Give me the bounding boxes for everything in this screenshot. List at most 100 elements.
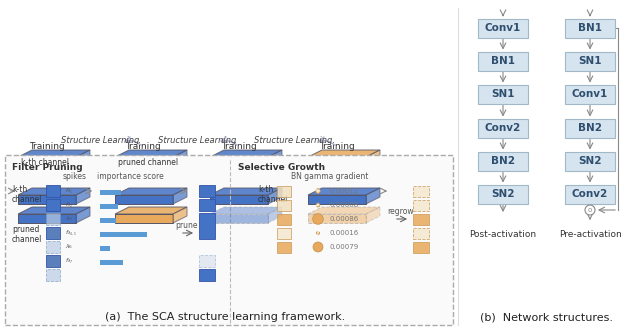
- Text: (a)  The SCA structure learning framework.: (a) The SCA structure learning framework…: [105, 312, 345, 322]
- FancyBboxPatch shape: [478, 51, 528, 71]
- Polygon shape: [76, 150, 90, 166]
- Text: Training: Training: [125, 142, 161, 151]
- FancyBboxPatch shape: [199, 185, 215, 197]
- FancyBboxPatch shape: [413, 242, 429, 253]
- FancyBboxPatch shape: [5, 155, 453, 325]
- Polygon shape: [18, 188, 90, 195]
- Polygon shape: [308, 157, 366, 166]
- Text: Filter Pruning: Filter Pruning: [12, 163, 83, 172]
- FancyBboxPatch shape: [100, 190, 121, 195]
- Text: Pre-activation: Pre-activation: [559, 230, 621, 239]
- Polygon shape: [76, 207, 90, 223]
- Polygon shape: [115, 214, 173, 223]
- Text: importance score: importance score: [97, 172, 163, 181]
- Polygon shape: [18, 195, 76, 204]
- Text: BN2: BN2: [578, 123, 602, 133]
- FancyBboxPatch shape: [277, 186, 291, 197]
- Text: 0.00008: 0.00008: [330, 202, 359, 208]
- Text: SN1: SN1: [579, 56, 602, 66]
- Text: pruned
channel: pruned channel: [12, 225, 42, 244]
- Text: Post-activation: Post-activation: [469, 230, 536, 239]
- Polygon shape: [173, 150, 187, 166]
- Circle shape: [316, 203, 320, 207]
- FancyBboxPatch shape: [46, 213, 60, 225]
- FancyBboxPatch shape: [478, 152, 528, 171]
- Circle shape: [316, 189, 320, 193]
- Polygon shape: [115, 207, 187, 214]
- Polygon shape: [210, 214, 268, 223]
- Text: Training: Training: [221, 142, 257, 151]
- Text: k-th channel: k-th channel: [21, 158, 69, 167]
- Polygon shape: [366, 169, 380, 185]
- Polygon shape: [76, 188, 90, 204]
- Polygon shape: [18, 214, 76, 223]
- FancyBboxPatch shape: [46, 185, 60, 197]
- FancyBboxPatch shape: [478, 184, 528, 203]
- FancyBboxPatch shape: [565, 184, 615, 203]
- Circle shape: [313, 242, 323, 252]
- Polygon shape: [308, 214, 366, 223]
- FancyBboxPatch shape: [100, 204, 118, 209]
- Polygon shape: [268, 188, 282, 204]
- FancyBboxPatch shape: [478, 118, 528, 137]
- Polygon shape: [210, 176, 268, 185]
- Text: pruned channel: pruned channel: [118, 158, 178, 167]
- FancyBboxPatch shape: [46, 241, 60, 253]
- Text: Structure Learning: Structure Learning: [61, 136, 139, 145]
- Polygon shape: [18, 150, 90, 157]
- Text: Conv2: Conv2: [485, 123, 521, 133]
- Polygon shape: [308, 176, 366, 185]
- FancyBboxPatch shape: [565, 51, 615, 71]
- Polygon shape: [115, 157, 173, 166]
- Polygon shape: [308, 188, 380, 195]
- Polygon shape: [210, 157, 268, 166]
- Polygon shape: [308, 207, 380, 214]
- Text: Conv2: Conv2: [572, 189, 608, 199]
- Polygon shape: [18, 169, 90, 176]
- Polygon shape: [210, 207, 282, 214]
- FancyBboxPatch shape: [199, 269, 215, 281]
- FancyBboxPatch shape: [565, 18, 615, 37]
- Circle shape: [585, 205, 595, 215]
- Text: BN2: BN2: [491, 156, 515, 166]
- FancyBboxPatch shape: [478, 85, 528, 104]
- Text: SN1: SN1: [492, 89, 515, 99]
- Polygon shape: [366, 207, 380, 223]
- Polygon shape: [115, 188, 187, 195]
- Text: o: o: [588, 207, 592, 213]
- FancyBboxPatch shape: [277, 242, 291, 253]
- Text: Structure Learning: Structure Learning: [254, 136, 332, 145]
- Text: regrow: regrow: [388, 207, 414, 216]
- Polygon shape: [76, 169, 90, 185]
- Polygon shape: [18, 176, 76, 185]
- Polygon shape: [268, 169, 282, 185]
- Text: $\lambda_3$: $\lambda_3$: [65, 215, 74, 223]
- Polygon shape: [366, 150, 380, 166]
- Text: BN1: BN1: [491, 56, 515, 66]
- Text: SN2: SN2: [492, 189, 515, 199]
- Text: SN2: SN2: [579, 156, 602, 166]
- FancyBboxPatch shape: [199, 213, 215, 225]
- Text: k-th
channel: k-th channel: [258, 185, 289, 204]
- Text: $\lambda_6$: $\lambda_6$: [65, 242, 74, 252]
- Polygon shape: [210, 195, 268, 204]
- Polygon shape: [115, 169, 187, 176]
- FancyBboxPatch shape: [565, 118, 615, 137]
- Text: Conv1: Conv1: [485, 23, 521, 33]
- Text: Training: Training: [319, 142, 355, 151]
- Text: prune: prune: [176, 221, 198, 230]
- FancyBboxPatch shape: [46, 199, 60, 211]
- Polygon shape: [173, 207, 187, 223]
- FancyBboxPatch shape: [46, 227, 60, 239]
- Polygon shape: [308, 150, 380, 157]
- FancyBboxPatch shape: [100, 232, 147, 237]
- Polygon shape: [173, 188, 187, 204]
- FancyBboxPatch shape: [565, 85, 615, 104]
- Text: BN gamma gradient: BN gamma gradient: [291, 172, 369, 181]
- Text: 0.00079: 0.00079: [330, 244, 359, 250]
- Circle shape: [313, 214, 323, 224]
- Polygon shape: [18, 207, 90, 214]
- Polygon shape: [268, 150, 282, 166]
- Text: BN1: BN1: [578, 23, 602, 33]
- Polygon shape: [115, 150, 187, 157]
